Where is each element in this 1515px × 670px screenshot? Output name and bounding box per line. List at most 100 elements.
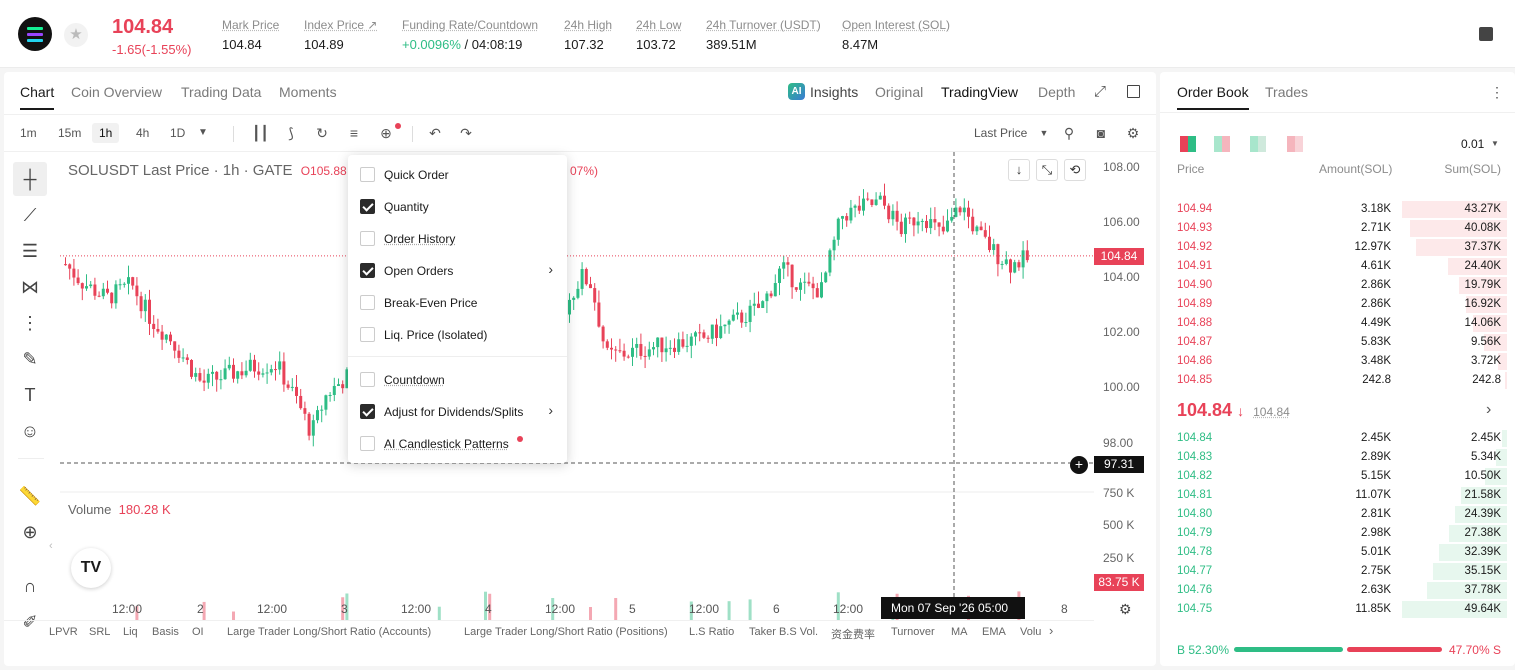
bid-row[interactable]: 104.81 11.07K 21.58K xyxy=(1160,486,1515,505)
magnet-tool-icon[interactable]: ∩ xyxy=(23,576,37,596)
checkbox[interactable] xyxy=(360,295,375,310)
menu-item-order-history[interactable]: Order History xyxy=(348,222,567,254)
indicator-lpvr[interactable]: LPVR xyxy=(49,626,78,638)
chevron-right-icon[interactable]: › xyxy=(1486,401,1492,418)
checkbox[interactable] xyxy=(360,199,375,214)
zoom-in-tool-icon[interactable]: ⊕ xyxy=(22,522,38,542)
collapse-toolbar-icon[interactable]: ‹ xyxy=(49,540,53,552)
checkbox[interactable] xyxy=(360,167,375,182)
bid-row[interactable]: 104.83 2.89K 5.34K xyxy=(1160,448,1515,467)
checkbox[interactable] xyxy=(360,231,375,246)
tab-depth[interactable]: Depth xyxy=(1038,84,1076,100)
horizontal-lines-tool-icon[interactable]: ☰ xyxy=(21,241,39,261)
search-icon[interactable]: ⚲ xyxy=(1063,125,1075,141)
menu-item-liq-price[interactable]: Liq. Price (Isolated) xyxy=(348,318,567,350)
add-alert-icon[interactable]: + xyxy=(1070,456,1088,474)
settings-icon[interactable]: ⚙ xyxy=(1119,601,1132,617)
menu-item-quick-order[interactable]: Quick Order xyxy=(348,158,567,190)
indicator-volume[interactable]: Volu xyxy=(1020,626,1042,638)
fib-tool-icon[interactable]: ⋮ xyxy=(21,313,39,333)
book-view-bids-icon[interactable] xyxy=(1250,136,1266,152)
favorite-star-icon[interactable]: ★ xyxy=(64,23,88,47)
indicator-oi[interactable]: OI xyxy=(192,626,204,638)
bid-row[interactable]: 104.84 2.45K 2.45K xyxy=(1160,429,1515,448)
edit-tool-icon[interactable]: ✐ xyxy=(22,612,38,632)
tab-coin-overview[interactable]: Coin Overview xyxy=(71,84,163,100)
book-view-alt-icon[interactable] xyxy=(1214,136,1230,152)
tab-original[interactable]: Original xyxy=(875,84,924,100)
bid-row[interactable]: 104.76 2.63K 37.78K xyxy=(1160,581,1515,600)
checkbox[interactable] xyxy=(360,404,375,419)
ask-row[interactable]: 104.93 2.71K 40.08K xyxy=(1160,219,1515,238)
undo-icon[interactable]: ↶ xyxy=(429,125,441,141)
ask-row[interactable]: 104.94 3.18K 43.27K xyxy=(1160,200,1515,219)
template-icon[interactable]: ≡ xyxy=(349,125,359,141)
tab-insights[interactable]: Insights xyxy=(810,84,859,100)
chevron-down-icon[interactable]: ▼ xyxy=(1491,139,1499,148)
tab-moments[interactable]: Moments xyxy=(279,84,337,100)
timeframe-15m[interactable]: 15m xyxy=(58,126,82,140)
fullscreen-icon[interactable]: ⤢ xyxy=(1094,83,1107,100)
checkbox[interactable] xyxy=(360,372,375,387)
menu-item-countdown[interactable]: Countdown xyxy=(348,363,567,395)
chevron-down-icon[interactable]: ▼ xyxy=(1039,128,1049,138)
ruler-tool-icon[interactable]: 📏 xyxy=(18,486,42,506)
menu-item-open-orders[interactable]: Open Orders › xyxy=(348,254,567,286)
tab-chart[interactable]: Chart xyxy=(20,84,55,110)
ask-row[interactable]: 104.90 2.86K 19.79K xyxy=(1160,276,1515,295)
checkbox[interactable] xyxy=(360,263,375,278)
indicator-taker-vol[interactable]: Taker B.S Vol. xyxy=(749,626,819,638)
candlestick-chart[interactable] xyxy=(60,152,1094,620)
indicator-liq[interactable]: Liq xyxy=(123,626,138,638)
tab-trading-data[interactable]: Trading Data xyxy=(181,84,262,100)
book-icon[interactable] xyxy=(1479,27,1493,41)
tab-tradingview[interactable]: TradingView xyxy=(941,84,1019,100)
timeframe-1h[interactable]: 1h xyxy=(92,123,120,143)
scroll-down-icon[interactable]: ↓ xyxy=(1008,159,1030,181)
book-view-both-icon[interactable] xyxy=(1180,136,1196,152)
indicator-icon[interactable]: ⟆ xyxy=(288,125,294,141)
replay-icon[interactable]: ↻ xyxy=(316,125,328,141)
emoji-tool-icon[interactable]: ☺ xyxy=(20,421,40,441)
tab-order-book[interactable]: Order Book xyxy=(1177,84,1249,110)
tab-trades[interactable]: Trades xyxy=(1265,84,1309,100)
ask-row[interactable]: 104.92 12.97K 37.37K xyxy=(1160,238,1515,257)
indicator-srl[interactable]: SRL xyxy=(89,626,111,638)
price-axis[interactable]: 108.00 106.00 104.00 102.00 100.00 98.00… xyxy=(1094,152,1156,620)
refresh-icon[interactable]: ⟲ xyxy=(1064,159,1086,181)
indicator-turnover[interactable]: Turnover xyxy=(891,626,935,638)
trend-line-tool-icon[interactable]: ⟋ xyxy=(23,205,37,225)
menu-item-ai-patterns[interactable]: AI Candlestick Patterns xyxy=(348,427,567,459)
more-options-icon[interactable]: ⋮ xyxy=(1490,84,1504,100)
chevron-right-icon[interactable]: › xyxy=(1049,623,1054,638)
collapse-icon[interactable]: ⤡ xyxy=(1036,159,1058,181)
ask-row[interactable]: 104.85 242.8 242.8 xyxy=(1160,371,1515,390)
crosshair-tool-icon[interactable]: ┼ xyxy=(13,162,47,196)
ask-row[interactable]: 104.86 3.48K 3.72K xyxy=(1160,352,1515,371)
ask-row[interactable]: 104.91 4.61K 24.40K xyxy=(1160,257,1515,276)
indicator-basis[interactable]: Basis xyxy=(152,626,179,638)
bid-row[interactable]: 104.77 2.75K 35.15K xyxy=(1160,562,1515,581)
bid-row[interactable]: 104.78 5.01K 32.39K xyxy=(1160,543,1515,562)
menu-item-quantity[interactable]: Quantity xyxy=(348,190,567,222)
brush-tool-icon[interactable]: ✎ xyxy=(22,349,38,369)
timeframe-1d[interactable]: 1D xyxy=(170,126,186,140)
chevron-down-icon[interactable]: ▼ xyxy=(198,127,208,138)
stat-index-price[interactable]: Index Price ↗ 104.89 xyxy=(304,18,378,52)
tradingview-logo[interactable]: TV xyxy=(71,548,111,588)
book-view-asks-icon[interactable] xyxy=(1287,136,1303,152)
chevron-right-icon[interactable]: › xyxy=(548,261,553,277)
menu-item-adjust-dividends[interactable]: Adjust for Dividends/Splits › xyxy=(348,395,567,427)
menu-item-break-even[interactable]: Break-Even Price xyxy=(348,286,567,318)
indicator-lt-positions[interactable]: Large Trader Long/Short Ratio (Positions… xyxy=(464,626,668,638)
camera-icon[interactable]: ◙ xyxy=(1096,125,1106,141)
indicator-ls-ratio[interactable]: L.S Ratio xyxy=(689,626,735,638)
bid-row[interactable]: 104.75 11.85K 49.64K xyxy=(1160,600,1515,619)
timeframe-1m[interactable]: 1m xyxy=(20,126,37,140)
indicator-funding[interactable]: 资金费率 xyxy=(831,629,875,641)
indicator-ema[interactable]: EMA xyxy=(982,626,1006,638)
indicator-ma[interactable]: MA xyxy=(951,626,968,638)
ask-row[interactable]: 104.88 4.49K 14.06K xyxy=(1160,314,1515,333)
indicator-lt-accounts[interactable]: Large Trader Long/Short Ratio (Accounts) xyxy=(227,626,432,638)
checkbox[interactable] xyxy=(360,436,375,451)
